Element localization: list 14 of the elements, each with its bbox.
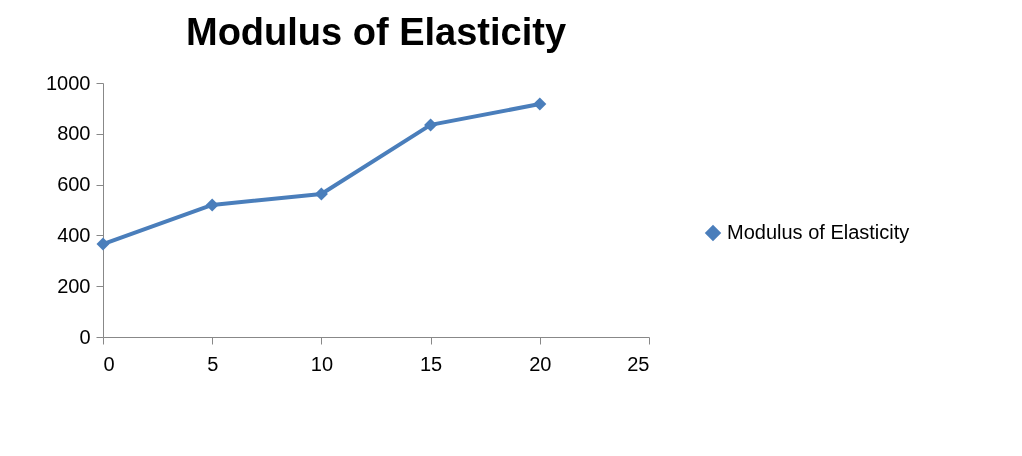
- y-tick-label: 600: [57, 173, 91, 196]
- y-tick-label: 200: [57, 274, 91, 297]
- x-tick-label: 0: [103, 352, 115, 375]
- y-tick-label: 1000: [46, 71, 91, 94]
- chart-title: Modulus of Elasticity: [185, 11, 567, 53]
- x-tick-label: 15: [419, 352, 443, 375]
- y-tick-label: 800: [57, 122, 91, 145]
- y-tick-label: 400: [57, 223, 91, 246]
- legend-label: Modulus of Elasticity: [727, 221, 910, 243]
- x-tick-label: 20: [529, 352, 552, 375]
- x-tick-label: 10: [310, 352, 334, 375]
- x-tick-label: 25: [627, 352, 650, 375]
- x-tick-label: 5: [207, 352, 219, 375]
- y-tick-label: 0: [79, 325, 91, 348]
